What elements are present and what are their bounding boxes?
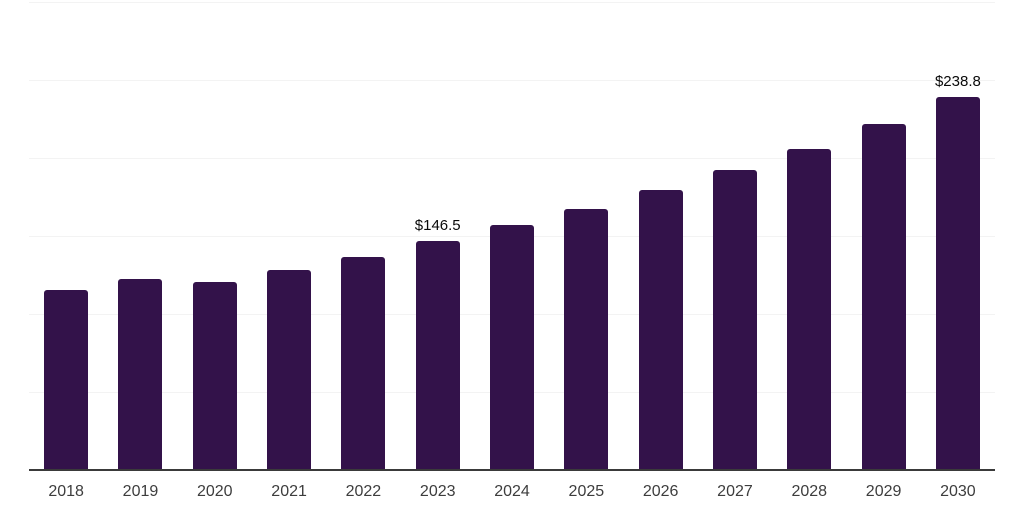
bar-slot-2027 [698, 2, 772, 470]
gridline-300 [29, 2, 995, 3]
x-tick-label-2024: 2024 [494, 483, 530, 500]
bar-2020 [192, 282, 237, 470]
x-axis-tick-labels: 2018 2019 2020 2021 2022 2023 2024 2025 2026 2027… [29, 481, 995, 502]
bar-slot-2024 [475, 2, 549, 470]
data-label-2030: $238.8 [934, 73, 981, 91]
bar-slot-2018 [29, 2, 103, 470]
bars-container: $146.5 $238.8 [29, 2, 995, 470]
x-tick-label-2022: 2022 [345, 483, 382, 500]
bar-2022 [341, 257, 386, 470]
bar-2019 [118, 279, 163, 470]
bar-2023 [415, 241, 460, 470]
x-tick-label-2028: 2028 [791, 483, 828, 500]
gridline-250 [29, 80, 995, 81]
bar-2025 [564, 209, 609, 470]
bar-slot-2020 [178, 2, 252, 470]
x-tick-label-2026: 2026 [642, 483, 679, 500]
bar-slot-2026 [624, 2, 698, 470]
x-axis-line [29, 469, 995, 471]
bar-2027 [712, 170, 757, 470]
x-tick-label-2027: 2027 [717, 483, 753, 500]
bar-2021 [267, 270, 312, 470]
data-label-2023: $146.5 [414, 217, 461, 235]
bar-slot-2030: $238.8 [921, 2, 995, 470]
bar-2030 [935, 97, 980, 470]
x-tick-label-2025: 2025 [568, 483, 605, 500]
x-tick-label-2018: 2018 [48, 483, 84, 500]
bar-slot-2025 [549, 2, 623, 470]
x-tick-label-2019: 2019 [122, 483, 159, 500]
bar-2024 [490, 225, 535, 470]
gridline-200 [29, 158, 995, 159]
plot-area: $146.5 $238.8 [29, 2, 995, 471]
bar-2028 [787, 148, 832, 470]
x-tick-label-2023: 2023 [419, 483, 456, 500]
bar-slot-2023: $146.5 [401, 2, 475, 470]
x-tick-label-2030: 2030 [940, 483, 976, 500]
bar-slot-2021 [252, 2, 326, 470]
bar-2029 [861, 124, 906, 470]
bar-slot-2019 [103, 2, 177, 470]
bar-slot-2029 [846, 2, 920, 470]
x-tick-label-2020: 2020 [196, 483, 233, 500]
x-tick-label-2029: 2029 [865, 483, 902, 500]
bar-slot-2022 [326, 2, 400, 470]
bar-slot-2028 [772, 2, 846, 470]
bar-2018 [44, 289, 89, 470]
x-tick-label-2021: 2021 [271, 483, 307, 500]
bar-2026 [638, 189, 683, 470]
